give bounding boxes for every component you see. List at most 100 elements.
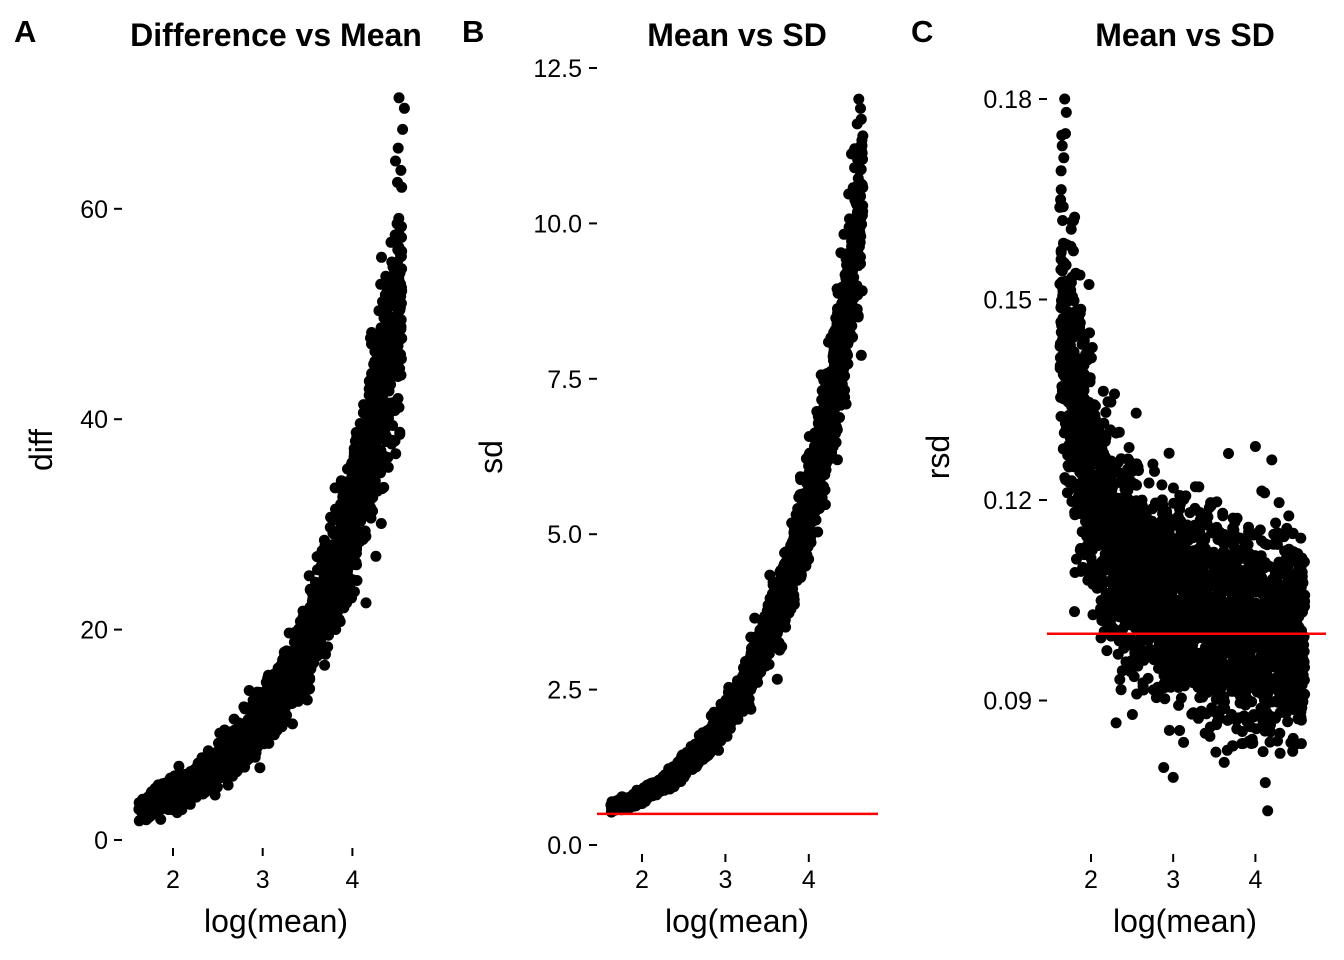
data-point [745, 631, 757, 643]
data-point [228, 713, 240, 725]
data-point [227, 732, 239, 744]
data-point [263, 737, 275, 749]
data-point [363, 383, 375, 395]
panel-b-x-axis-label: log(mean) [665, 903, 809, 939]
data-point [378, 329, 390, 341]
panel-a-ytick-label: 60 [80, 196, 108, 224]
data-point [342, 518, 353, 530]
data-point [167, 783, 179, 795]
data-point [395, 321, 407, 333]
data-point [392, 393, 404, 404]
data-point [831, 283, 843, 295]
panel-a-x-axis: 2 3 4 log(mean) [166, 848, 359, 939]
panel-b-y-axis: 0.0 2.5 5.0 7.5 10.0 12.5 sd [473, 55, 597, 860]
data-point [149, 799, 160, 811]
panel-a-x-axis-label: log(mean) [204, 903, 348, 939]
data-point [185, 787, 197, 799]
data-point [249, 751, 261, 763]
data-point [325, 511, 337, 523]
data-point [384, 272, 396, 284]
data-point [254, 762, 266, 774]
panel-a-xtick-label: 4 [345, 866, 359, 894]
data-point [338, 579, 350, 591]
data-point [391, 285, 403, 297]
data-point [330, 503, 341, 515]
data-point [268, 668, 280, 680]
data-point [196, 783, 208, 795]
data-point [322, 641, 334, 653]
outlier-point [393, 92, 405, 104]
panel-b-xtick-label: 4 [802, 866, 816, 894]
data-point [390, 448, 402, 460]
panel-b-ytick-label: 12.5 [533, 55, 582, 83]
outlier-point [396, 181, 408, 193]
data-point [304, 672, 316, 684]
data-point [311, 650, 323, 662]
data-point [351, 431, 363, 443]
data-point [383, 379, 395, 391]
panel-b-xtick-label: 2 [635, 866, 649, 894]
data-point [317, 615, 329, 627]
data-point [371, 485, 383, 497]
data-point [383, 342, 395, 354]
data-point [857, 130, 869, 142]
data-point [292, 686, 304, 698]
panel-letter-a: A [14, 14, 36, 49]
data-point [360, 597, 372, 609]
data-point [349, 498, 361, 509]
data-point [854, 236, 866, 248]
data-point [320, 595, 332, 607]
data-point [327, 564, 339, 576]
data-point [301, 643, 313, 655]
data-point [364, 444, 376, 456]
data-point [389, 229, 401, 241]
data-point [309, 637, 321, 649]
data-point [764, 569, 776, 581]
data-point [338, 545, 350, 557]
data-point [284, 658, 296, 670]
data-point [247, 723, 259, 735]
data-point [251, 711, 263, 723]
data-point [171, 807, 183, 819]
panel-b-ytick-label: 5.0 [547, 521, 582, 549]
data-point [367, 471, 379, 483]
outlier-point [398, 102, 410, 114]
data-point [296, 615, 308, 627]
data-point [303, 570, 315, 582]
data-point [354, 536, 366, 547]
data-point [328, 551, 340, 563]
panel-a-xtick-label: 2 [166, 866, 180, 894]
panel-a-title: Difference vs Mean [130, 17, 422, 53]
data-point [273, 700, 285, 711]
data-point [144, 790, 156, 802]
data-point [292, 639, 304, 651]
data-point [225, 760, 237, 772]
data-point [365, 429, 377, 441]
data-point [393, 267, 405, 279]
data-point [133, 815, 145, 827]
data-point [235, 745, 247, 757]
data-point [833, 307, 845, 319]
panel-b-points [605, 93, 869, 818]
data-point [831, 454, 843, 466]
panel-b-y-axis-label: sd [473, 440, 509, 474]
data-point [382, 413, 394, 424]
panel-a: A Difference vs Mean 0 20 40 60 diff 2 3… [14, 14, 422, 939]
data-point [195, 765, 207, 777]
data-point [313, 584, 325, 595]
data-point [346, 530, 358, 542]
data-point [348, 456, 360, 468]
data-point [155, 813, 167, 825]
panel-b-ytick-label: 0.0 [547, 832, 582, 860]
data-point [392, 142, 404, 154]
data-point [283, 627, 295, 639]
data-point [392, 348, 404, 360]
data-point [308, 620, 320, 632]
data-point [395, 164, 407, 176]
data-point [243, 738, 254, 750]
data-point [351, 559, 362, 571]
data-point [345, 476, 357, 488]
panel-b-xtick-label: 3 [718, 866, 732, 894]
outlier-point [243, 685, 255, 696]
data-point [390, 313, 402, 325]
